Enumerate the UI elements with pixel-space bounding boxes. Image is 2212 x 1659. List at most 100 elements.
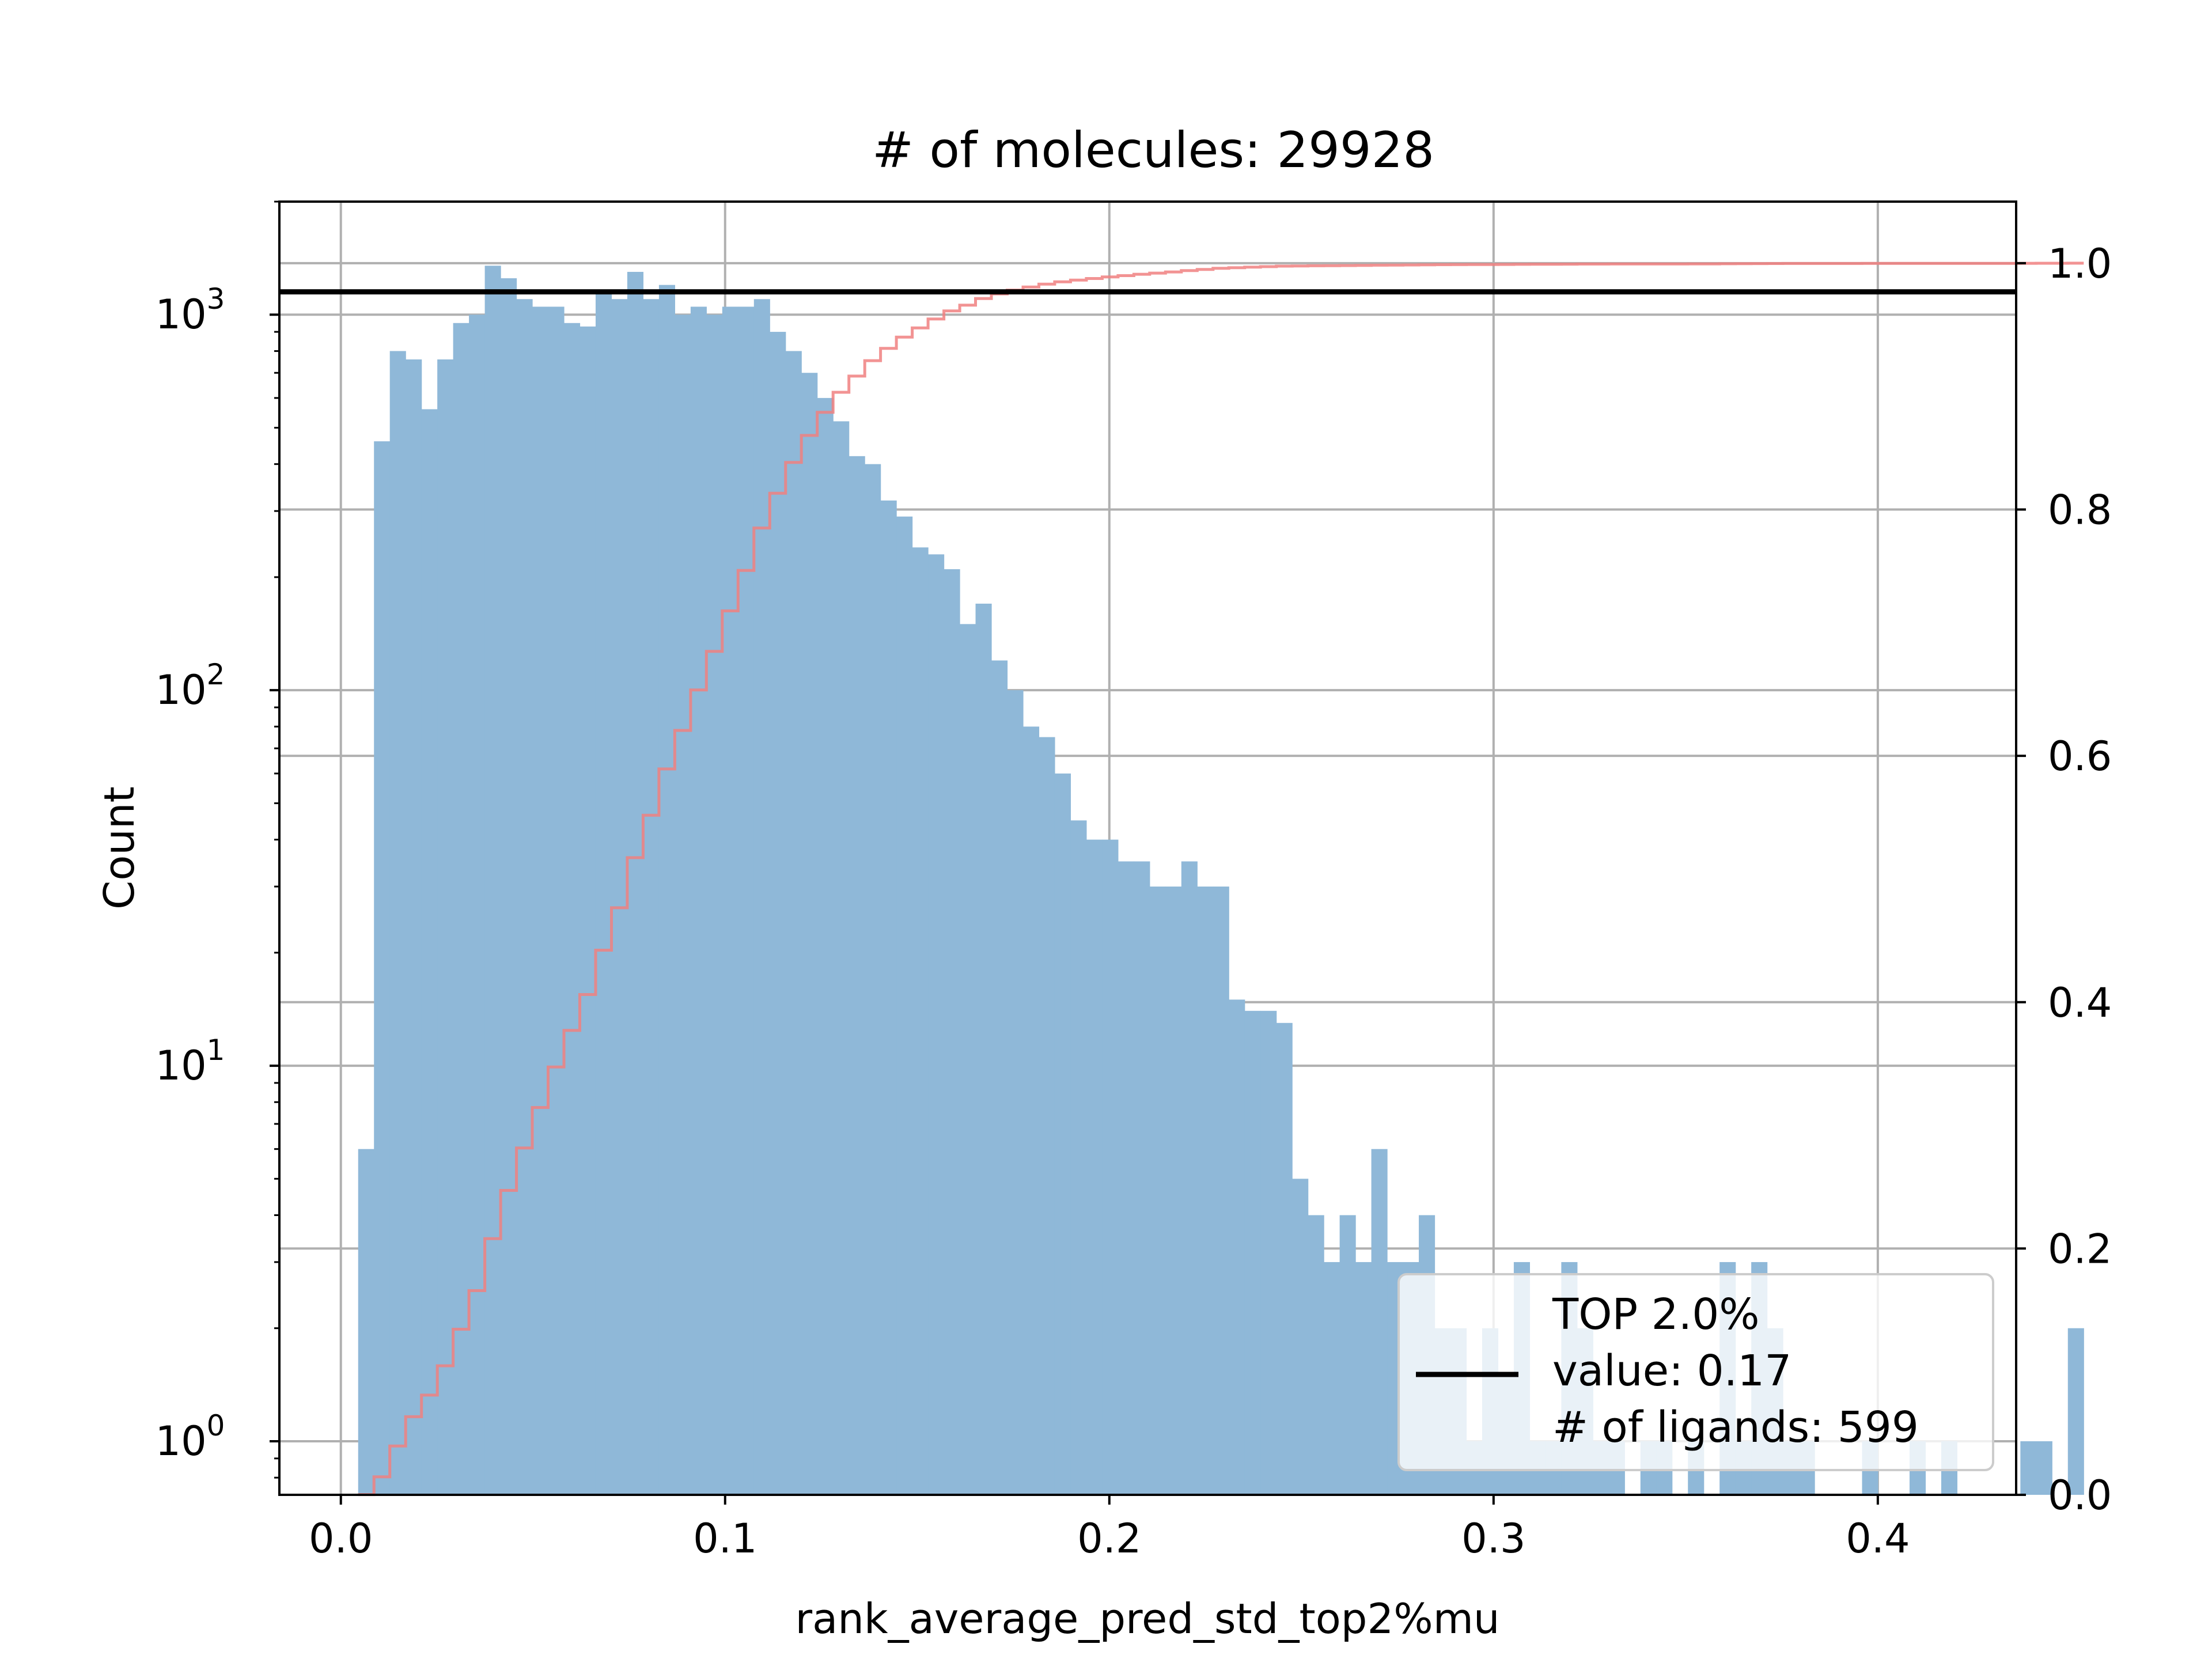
y-tick-exponent: 1 [207, 1033, 225, 1067]
histogram-bar [1022, 726, 1040, 1495]
histogram-bar [896, 516, 913, 1495]
histogram-bar [991, 660, 1008, 1495]
histogram-bar [785, 351, 802, 1495]
histogram-bar [770, 332, 786, 1495]
legend-line-top: TOP 2.0% [1552, 1290, 1760, 1339]
cumulative-curve [358, 262, 2084, 1497]
histogram-bar [2036, 1441, 2052, 1495]
histogram-bar [1276, 1022, 1293, 1495]
legend-line-value: value: 0.17 [1552, 1346, 1791, 1396]
histogram-bar [358, 1149, 374, 1495]
histogram-bar [1039, 737, 1055, 1495]
x-axis-label: rank_average_pred_std_top2%mu [796, 1594, 1500, 1643]
histogram-bar [975, 603, 992, 1495]
histogram-bar [1007, 690, 1024, 1495]
histogram-bar [1213, 887, 1229, 1495]
y-axis-right: 0.0 0.2 0.4 0.6 0.8 1.0 [2016, 240, 2112, 1519]
chart-title: # of molecules: 29928 [872, 122, 1434, 179]
histogram-bar [501, 278, 517, 1495]
histogram-bar [753, 299, 770, 1495]
histogram-bar [690, 306, 707, 1495]
y-tick-label: 102 [156, 658, 225, 714]
cdf-step-line [358, 262, 2084, 1497]
histogram-bar [643, 299, 660, 1495]
y-tick-exponent: 0 [207, 1409, 225, 1442]
y-tick-label: 101 [156, 1033, 225, 1089]
histogram-bar [548, 306, 565, 1495]
y-axis-label: Count [95, 786, 143, 910]
histogram-bar [738, 306, 755, 1495]
histogram-bar [1070, 820, 1087, 1495]
histogram-bar [1102, 839, 1119, 1495]
y2-tick-label: 0.6 [2048, 733, 2112, 780]
histogram-bar [675, 315, 691, 1495]
x-tick-label: 0.1 [693, 1515, 757, 1562]
histogram-bar [1181, 861, 1198, 1495]
histogram-bar [1118, 861, 1134, 1495]
legend-line-ligands: # of ligands: 599 [1552, 1403, 1919, 1452]
histogram-bar [833, 421, 850, 1495]
legend-box [1397, 1273, 1994, 1471]
histogram-bar [1244, 1010, 1261, 1495]
x-tick-label: 0.3 [1461, 1515, 1525, 1562]
histogram-bar [658, 285, 675, 1495]
histogram-bar [2020, 1441, 2037, 1495]
y2-tick-label: 0.2 [2048, 1225, 2112, 1272]
histogram-bar [406, 359, 422, 1495]
histogram-bar [579, 326, 596, 1495]
y2-tick-label: 0.8 [2048, 487, 2112, 534]
histogram-bar [1054, 773, 1071, 1495]
histogram-bar [1260, 1010, 1277, 1495]
y-tick-base: 10 [156, 1042, 207, 1089]
histogram-bar [1149, 887, 1166, 1495]
y-tick-label: 103 [156, 282, 225, 338]
plot-frame [278, 200, 2017, 1496]
histogram-bar [453, 323, 469, 1495]
histogram-bar [1371, 1149, 1388, 1495]
histogram-bar [706, 315, 723, 1495]
histogram-bar [469, 315, 486, 1495]
y-tick-exponent: 3 [207, 282, 225, 316]
y-tick-base: 10 [156, 666, 207, 714]
y-tick-base: 10 [156, 291, 207, 338]
histogram-bar [1339, 1215, 1356, 1495]
histogram-bar [944, 569, 960, 1495]
histogram-bar [1355, 1262, 1372, 1495]
histogram-bar [595, 291, 612, 1495]
histogram-bar [564, 323, 581, 1495]
histogram-bar [2067, 1328, 2084, 1495]
histogram-bar [437, 359, 454, 1495]
histogram-bar [421, 409, 438, 1495]
y-tick-label: 100 [156, 1409, 225, 1465]
histogram-bar [1308, 1215, 1324, 1495]
legend: TOP 2.0% value: 0.17 # of ligands: 599 [1397, 1273, 1994, 1471]
histogram-bar [722, 306, 738, 1495]
x-axis: 0.0 0.1 0.2 0.3 0.4 [309, 1495, 1910, 1562]
histogram-bar [1292, 1179, 1309, 1495]
histogram-bar [1165, 887, 1182, 1495]
histogram-bar [484, 266, 501, 1495]
histogram-bar [374, 441, 391, 1495]
x-tick-label: 0.2 [1077, 1515, 1141, 1562]
histogram-bar [1197, 887, 1214, 1495]
histogram-bar [880, 500, 897, 1495]
y2-tick-label: 0.4 [2048, 979, 2112, 1027]
histogram-bar [516, 299, 533, 1495]
histogram-bar [627, 271, 644, 1495]
histogram-bar [928, 554, 945, 1495]
y-tick-exponent: 2 [207, 658, 225, 691]
histogram-bar [912, 547, 929, 1495]
y2-tick-label: 1.0 [2048, 240, 2112, 287]
histogram-bar [817, 397, 834, 1495]
histogram-bar [611, 299, 628, 1495]
histogram-bar [532, 306, 549, 1495]
histogram-bar [1229, 999, 1245, 1495]
histogram-bar [1086, 839, 1103, 1495]
x-tick-label: 0.4 [1846, 1515, 1910, 1562]
y2-tick-label: 0.0 [2048, 1472, 2112, 1519]
histogram-bar [1134, 861, 1150, 1495]
histogram-bar [865, 464, 881, 1495]
histogram-bar [960, 624, 976, 1495]
